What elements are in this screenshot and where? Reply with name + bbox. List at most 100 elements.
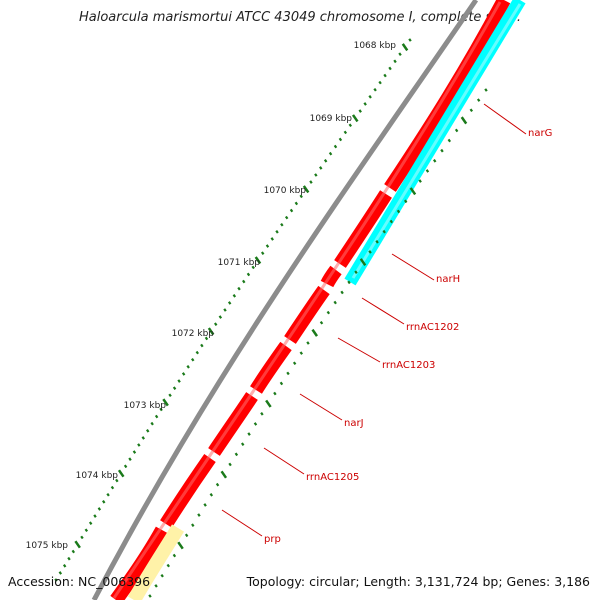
- minor-tick: [251, 265, 255, 270]
- minor-tick: [58, 571, 63, 575]
- minor-tick: [110, 485, 115, 490]
- minor-tick: [197, 513, 201, 517]
- minor-tick: [246, 272, 251, 277]
- feature-label[interactable]: narG: [528, 128, 552, 139]
- major-tick: [359, 258, 367, 267]
- minor-tick: [154, 584, 158, 588]
- minor-tick: [160, 573, 164, 578]
- minor-tick: [270, 237, 274, 241]
- minor-tick: [484, 88, 488, 92]
- major-tick: [220, 470, 228, 479]
- feature-leader-line: [299, 393, 343, 421]
- minor-tick: [228, 462, 232, 467]
- backbone-track: [91, 0, 479, 600]
- scale-tick-label: 1075 kbp: [26, 541, 69, 551]
- minor-tick: [191, 357, 195, 362]
- gene-segment[interactable]: [110, 526, 169, 600]
- major-tick: [254, 256, 262, 265]
- minor-tick: [177, 379, 181, 383]
- minor-tick: [286, 371, 290, 376]
- feature-leader-line: [263, 447, 305, 475]
- scale-tick-label: 1072 kbp: [172, 329, 215, 339]
- minor-tick: [128, 457, 132, 462]
- minor-tick: [159, 407, 163, 412]
- scale-tick-label: 1069 kbp: [310, 114, 353, 124]
- gene-segment[interactable]: [334, 190, 392, 268]
- minor-tick: [184, 533, 189, 538]
- minor-tick: [306, 341, 310, 345]
- minor-tick: [279, 381, 284, 386]
- minor-tick: [292, 361, 297, 366]
- reverse-gene-track: [344, 0, 526, 286]
- minor-tick: [154, 414, 159, 419]
- minor-tick: [148, 594, 152, 598]
- feature-label[interactable]: prp: [264, 534, 281, 545]
- minor-tick: [186, 365, 190, 369]
- minor-tick: [67, 556, 71, 561]
- minor-tick: [137, 443, 141, 447]
- minor-tick: [237, 286, 241, 291]
- feature-label[interactable]: narJ: [344, 418, 364, 429]
- minor-tick: [54, 578, 58, 582]
- minor-tick: [195, 350, 200, 355]
- minor-tick: [141, 436, 145, 440]
- minor-tick: [234, 452, 239, 457]
- minor-tick: [398, 52, 402, 57]
- minor-tick: [328, 151, 333, 156]
- feature-label[interactable]: rrnAC1202: [406, 322, 459, 333]
- minor-tick: [227, 301, 232, 305]
- minor-tick: [388, 66, 392, 71]
- minor-tick: [432, 159, 437, 163]
- minor-tick: [299, 351, 304, 355]
- minor-tick: [97, 507, 102, 511]
- scale-tick-label: 1074 kbp: [76, 471, 119, 481]
- minor-tick: [93, 514, 97, 518]
- minor-tick: [396, 209, 401, 214]
- minor-tick: [71, 549, 76, 554]
- scale-ticks: 1068 kbp 1069 kbp 1070 kbp 1071 kbp 1072 kbp…: [26, 38, 488, 598]
- minor-tick: [253, 422, 258, 426]
- minor-tick: [382, 229, 386, 234]
- feature-label[interactable]: narH: [436, 274, 460, 285]
- minor-tick: [115, 478, 119, 483]
- minor-tick: [469, 108, 474, 113]
- minor-tick: [204, 336, 209, 341]
- minor-tick: [340, 290, 344, 295]
- minor-tick: [275, 230, 279, 234]
- major-tick: [401, 43, 409, 52]
- minor-tick: [172, 386, 177, 390]
- gene-segment[interactable]: [384, 0, 511, 192]
- minor-tick: [375, 240, 379, 244]
- gene-segment-prp[interactable]: [127, 524, 185, 600]
- minor-tick: [247, 432, 251, 436]
- minor-tick: [265, 244, 270, 248]
- major-tick: [117, 469, 125, 478]
- major-tick: [460, 116, 468, 125]
- accession-value: NC_006396: [78, 574, 151, 589]
- minor-tick: [294, 201, 299, 206]
- feature-label[interactable]: rrnAC1205: [306, 472, 359, 483]
- minor-tick: [213, 322, 218, 327]
- minor-tick: [106, 492, 110, 497]
- minor-tick: [358, 109, 362, 113]
- minor-tick: [354, 270, 358, 274]
- minor-tick: [476, 98, 481, 102]
- minor-tick: [333, 144, 338, 149]
- minor-tick: [191, 523, 195, 527]
- minor-tick: [323, 158, 328, 163]
- scale-tick-label: 1070 kbp: [264, 186, 307, 196]
- feature-label[interactable]: rrnAC1203: [382, 360, 435, 371]
- minor-tick: [181, 372, 186, 376]
- feature-leader-line: [337, 337, 381, 363]
- minor-tick: [232, 293, 237, 298]
- feature-leader-line: [391, 253, 435, 281]
- gene-segment[interactable]: [284, 285, 330, 344]
- minor-tick: [88, 521, 93, 525]
- minor-tick: [314, 173, 318, 177]
- minor-tick: [84, 528, 89, 533]
- minor-tick: [145, 428, 150, 433]
- major-tick: [207, 327, 215, 336]
- minor-tick: [418, 179, 422, 183]
- minor-tick: [150, 421, 154, 426]
